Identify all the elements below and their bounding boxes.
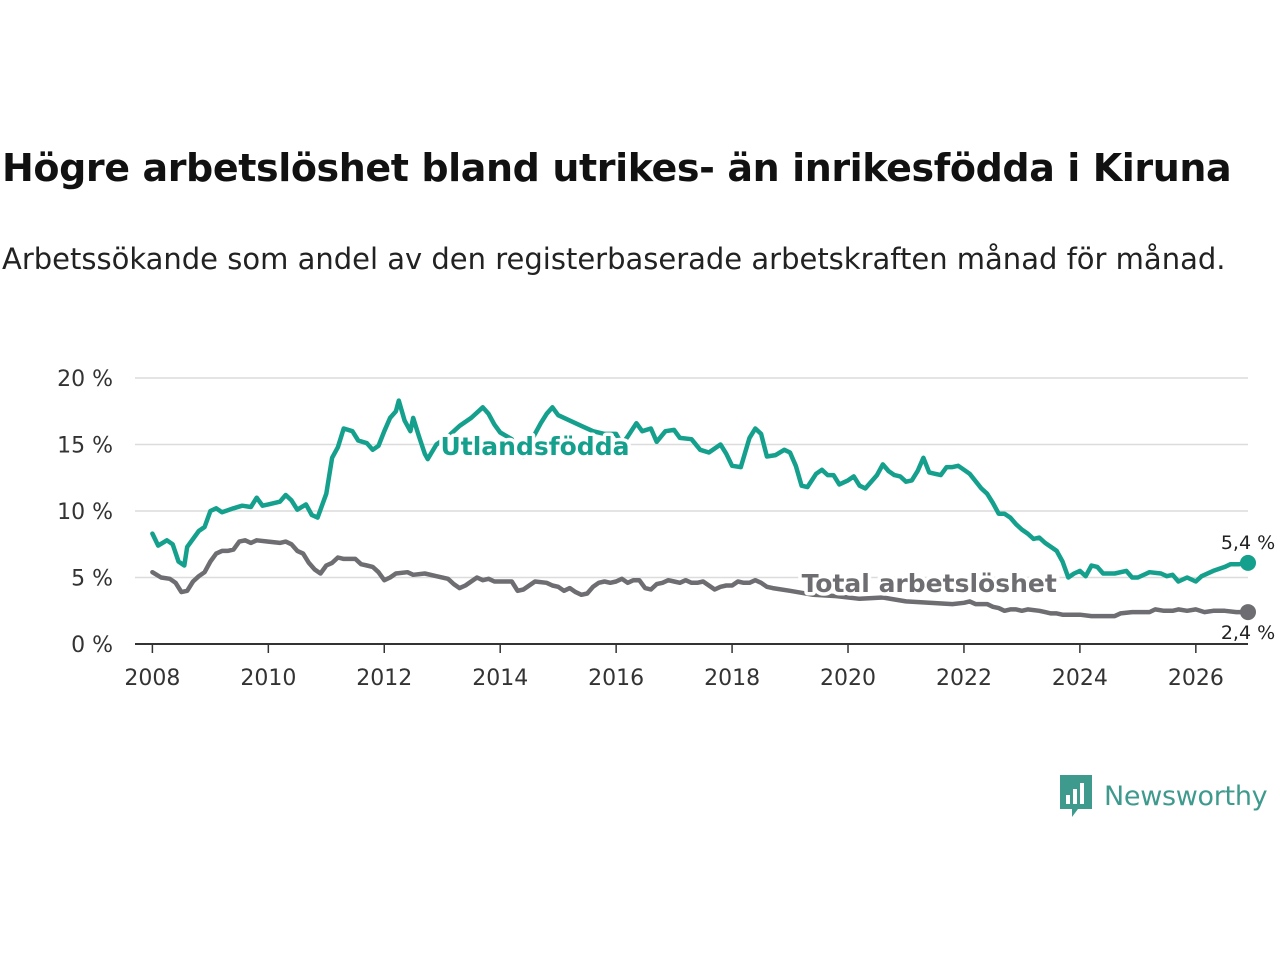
series-labels: 5,4 % 2,4 % Utlandsfödda Total arbetslöshet (437, 429, 1275, 644)
total-line (150, 538, 1251, 619)
brand-name: Newsworthy (1104, 780, 1268, 812)
x-tick-label: 2020 (820, 666, 876, 691)
utlandsfodda-series-label: Utlandsfödda (440, 432, 629, 461)
x-tick-label: 2016 (588, 666, 644, 691)
x-tick-label: 2026 (1168, 666, 1224, 691)
x-tick-label: 2010 (240, 666, 296, 691)
x-axis-tick-labels: 2008 2010 2012 2014 2016 2018 2020 2022 2024 2026 (124, 644, 1224, 691)
total-end-marker (1240, 604, 1256, 621)
newsworthy-logo-icon (1060, 775, 1092, 817)
newsworthy-brand: Newsworthy (1058, 773, 1268, 819)
chart-title: Högre arbetslöshet bland utrikes- än inr… (2, 146, 1232, 190)
y-tick-label: 5 % (71, 567, 113, 592)
y-axis-tick-labels: 0 % 5 % 10 % 15 % 20 % (57, 367, 113, 658)
series-lines (150, 398, 1256, 621)
y-tick-label: 15 % (57, 434, 113, 459)
total-series-label: Total arbetslöshet (802, 569, 1057, 598)
y-tick-label: 0 % (71, 633, 113, 658)
x-tick-label: 2024 (1052, 666, 1108, 691)
x-tick-label: 2022 (936, 666, 992, 691)
utlandsfodda-end-marker (1240, 554, 1256, 571)
y-tick-label: 20 % (57, 367, 113, 392)
x-tick-label: 2008 (124, 666, 180, 691)
chart-subtitle: Arbetssökande som andel av den registerb… (2, 242, 1226, 276)
x-tick-label: 2012 (356, 666, 412, 691)
x-tick-label: 2014 (472, 666, 528, 691)
y-tick-label: 10 % (57, 500, 113, 525)
utlandsfodda-end-label: 5,4 % (1221, 532, 1275, 554)
x-tick-label: 2018 (704, 666, 760, 691)
total-end-label: 2,4 % (1221, 622, 1275, 644)
gridlines (135, 377, 1248, 645)
utlandsfodda-line (150, 398, 1251, 584)
